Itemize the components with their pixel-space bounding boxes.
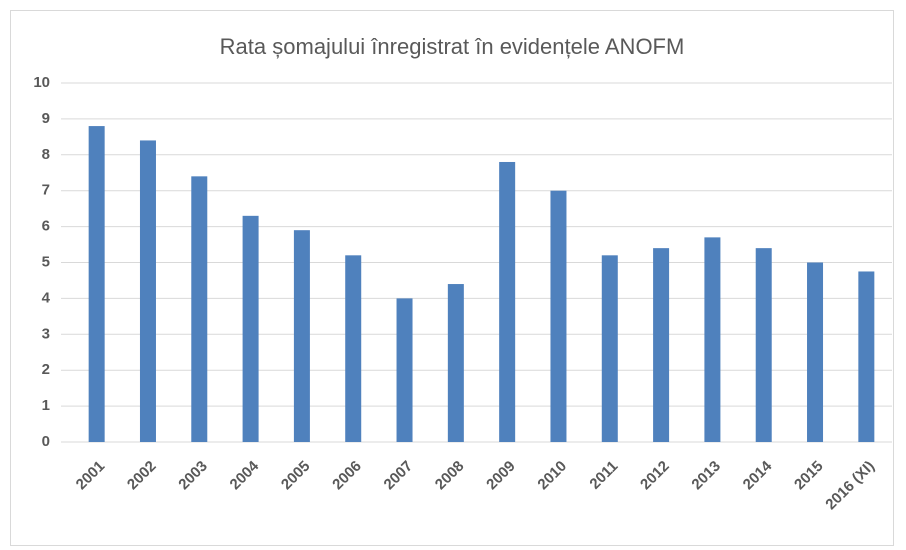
y-tick-label: 1 (42, 397, 50, 414)
bar (396, 298, 413, 442)
bar (653, 248, 670, 442)
bar (601, 255, 618, 442)
chart-border (10, 10, 894, 546)
y-tick-label: 6 (42, 218, 50, 235)
bar (807, 262, 824, 442)
chart-title: Rata șomajului înregistrat în evidențele… (220, 34, 685, 59)
bar (755, 248, 772, 442)
y-tick-label: 10 (33, 74, 50, 91)
y-tick-label: 3 (42, 325, 50, 342)
bar (550, 190, 567, 442)
y-tick-label: 5 (42, 253, 50, 270)
y-tick-label: 8 (42, 146, 50, 163)
y-tick-label: 4 (42, 289, 51, 306)
bar (293, 230, 310, 442)
bar (139, 140, 156, 442)
y-tick-label: 0 (42, 433, 50, 450)
bar (242, 215, 259, 442)
bar (858, 271, 875, 442)
bar (499, 161, 516, 443)
y-tick-label: 2 (42, 361, 50, 378)
y-tick-label: 9 (42, 110, 50, 127)
bar (191, 176, 208, 442)
bar (88, 126, 105, 442)
bar (447, 284, 464, 442)
y-tick-label: 7 (42, 182, 50, 199)
bar (704, 237, 721, 442)
bar (345, 255, 362, 442)
